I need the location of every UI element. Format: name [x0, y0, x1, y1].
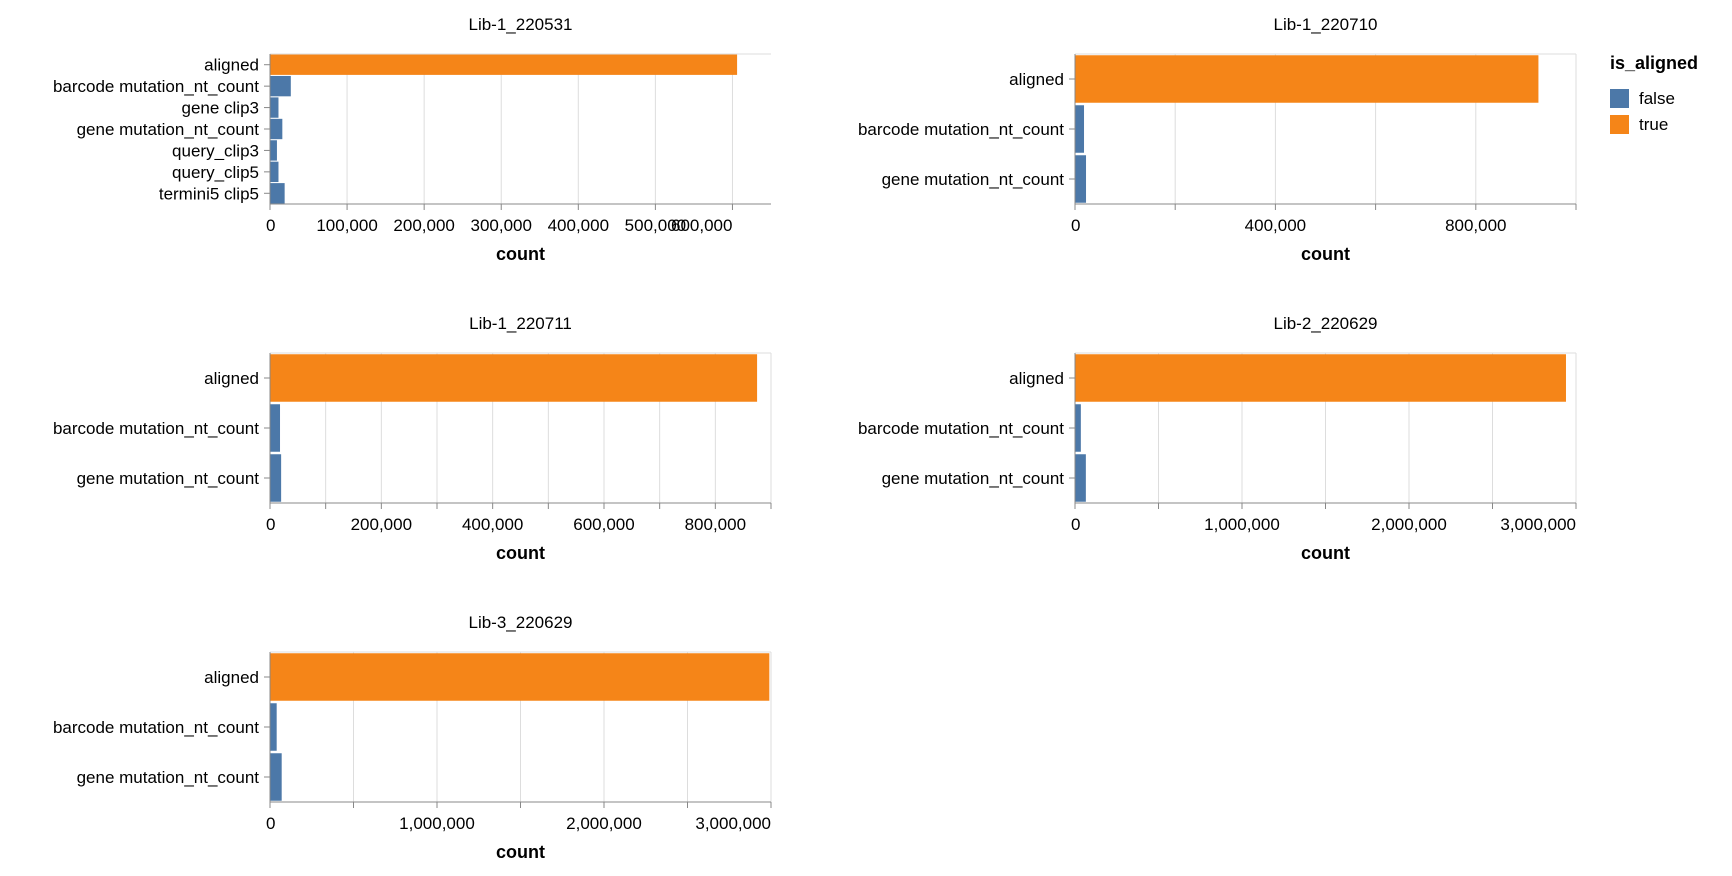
bar-query_clip3 [270, 140, 277, 161]
legend-item-false: false [1610, 89, 1675, 108]
x-tick-label: 400,000 [1245, 216, 1306, 235]
legend-label-false: false [1639, 89, 1675, 108]
x-tick-label: 100,000 [316, 216, 377, 235]
bar-gene mutation_nt_count [270, 753, 282, 801]
category-label: gene mutation_nt_count [882, 469, 1065, 488]
x-tick-label: 400,000 [462, 515, 523, 534]
category-label: query_clip3 [172, 141, 259, 160]
category-label: query_clip5 [172, 163, 259, 182]
bar-aligned [270, 354, 758, 402]
x-tick-label: 200,000 [393, 216, 454, 235]
category-label: barcode mutation_nt_count [858, 419, 1064, 438]
legend-swatch-true [1610, 115, 1629, 134]
x-axis-title: count [1301, 543, 1350, 563]
x-tick-label: 200,000 [351, 515, 412, 534]
bar-barcode mutation_nt_count [1075, 105, 1085, 153]
bar-gene mutation_nt_count [1075, 155, 1087, 203]
x-tick-label: 0 [1071, 216, 1080, 235]
legend: is_aligned false true [1610, 53, 1698, 134]
category-label: gene mutation_nt_count [77, 768, 260, 787]
panel-title: Lib-1_220531 [469, 15, 573, 34]
x-tick-label: 2,000,000 [1371, 515, 1447, 534]
legend-item-true: true [1610, 115, 1668, 134]
x-tick-label: 3,000,000 [1500, 515, 1576, 534]
x-tick-label: 400,000 [548, 216, 609, 235]
x-axis-title: count [496, 842, 545, 862]
bar-aligned [270, 54, 738, 75]
x-tick-label: 500,000 [625, 216, 686, 235]
category-label: aligned [204, 668, 259, 687]
bar-gene mutation_nt_count [1075, 454, 1086, 502]
category-label: aligned [204, 369, 259, 388]
x-tick-label: 0 [266, 216, 275, 235]
category-label: barcode mutation_nt_count [53, 718, 259, 737]
bar-barcode mutation_nt_count [270, 75, 291, 97]
panel-title: Lib-2_220629 [1274, 314, 1378, 333]
bar-gene mutation_nt_count [270, 454, 282, 502]
x-tick-label: 800,000 [685, 515, 746, 534]
x-axis-title: count [496, 244, 545, 264]
bar-barcode mutation_nt_count [270, 404, 281, 452]
category-label: barcode mutation_nt_count [53, 77, 259, 96]
bar-barcode mutation_nt_count [1075, 404, 1081, 452]
x-tick-label: 600,000 [573, 515, 634, 534]
category-label: barcode mutation_nt_count [858, 120, 1064, 139]
bar-termini5 clip5 [270, 183, 285, 204]
bar-aligned [1075, 354, 1566, 402]
x-tick-label: 0 [266, 515, 275, 534]
legend-label-true: true [1639, 115, 1668, 134]
x-axis-title: count [1301, 244, 1350, 264]
category-label: gene clip3 [181, 99, 259, 118]
legend-swatch-false [1610, 89, 1629, 108]
category-label: aligned [1009, 369, 1064, 388]
panel-title: Lib-3_220629 [469, 613, 573, 632]
category-label: termini5 clip5 [159, 184, 259, 203]
panel-title: Lib-1_220710 [1274, 15, 1378, 34]
x-tick-label: 600,000 [671, 216, 732, 235]
x-tick-label: 1,000,000 [1204, 515, 1280, 534]
bar-aligned [270, 653, 770, 701]
x-tick-label: 0 [266, 814, 275, 833]
x-tick-label: 1,000,000 [399, 814, 475, 833]
bar-aligned [1075, 55, 1539, 103]
category-label: gene mutation_nt_count [882, 170, 1065, 189]
bar-query_clip5 [270, 161, 279, 183]
x-tick-label: 300,000 [471, 216, 532, 235]
x-tick-label: 3,000,000 [695, 814, 771, 833]
x-axis-title: count [496, 543, 545, 563]
legend-title: is_aligned [1610, 53, 1698, 73]
category-label: gene mutation_nt_count [77, 469, 260, 488]
bar-gene mutation_nt_count [270, 118, 283, 140]
x-tick-label: 0 [1071, 515, 1080, 534]
category-label: barcode mutation_nt_count [53, 419, 259, 438]
category-label: aligned [1009, 70, 1064, 89]
category-label: gene mutation_nt_count [77, 120, 260, 139]
bar-gene clip3 [270, 97, 279, 118]
category-label: aligned [204, 56, 259, 75]
x-tick-label: 800,000 [1445, 216, 1506, 235]
bar-barcode mutation_nt_count [270, 703, 277, 751]
x-tick-label: 2,000,000 [566, 814, 642, 833]
panel-title: Lib-1_220711 [469, 314, 572, 333]
